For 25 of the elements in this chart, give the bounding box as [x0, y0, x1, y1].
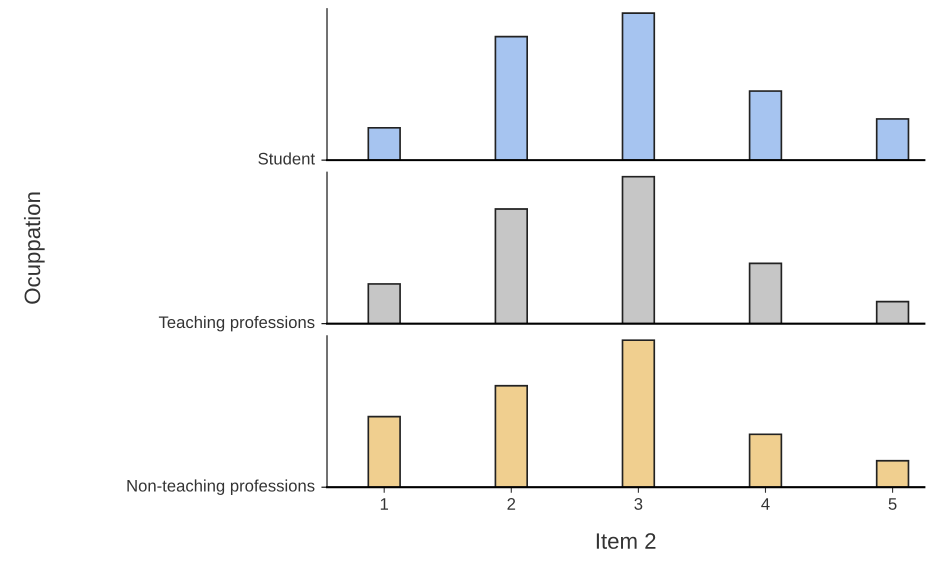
bar [748, 433, 782, 488]
bar [748, 90, 782, 160]
bar [494, 208, 528, 324]
bar [748, 262, 782, 324]
bar [876, 300, 910, 324]
x-tick-label: 3 [634, 498, 642, 510]
bar [876, 118, 910, 160]
bar [622, 176, 656, 324]
x-axis-title: Item 2 [596, 533, 656, 549]
bar [494, 384, 528, 488]
y-axis-title: Non-teaching professions [127, 479, 314, 495]
bar [876, 460, 910, 488]
bar [367, 416, 401, 488]
bar [367, 283, 401, 324]
text: Ocuppation [24, 192, 45, 304]
x-tick-label: 2 [508, 498, 516, 510]
bar [622, 12, 656, 160]
bar [494, 36, 528, 160]
x-tick-label: 1 [380, 498, 388, 510]
x-tick-label: 4 [761, 498, 770, 510]
x-tick-label: 5 [888, 498, 897, 510]
bar [367, 126, 401, 160]
y-axis-title: Teaching professions [158, 316, 314, 332]
bar [622, 339, 656, 488]
y-axis-title: Student [258, 152, 315, 165]
